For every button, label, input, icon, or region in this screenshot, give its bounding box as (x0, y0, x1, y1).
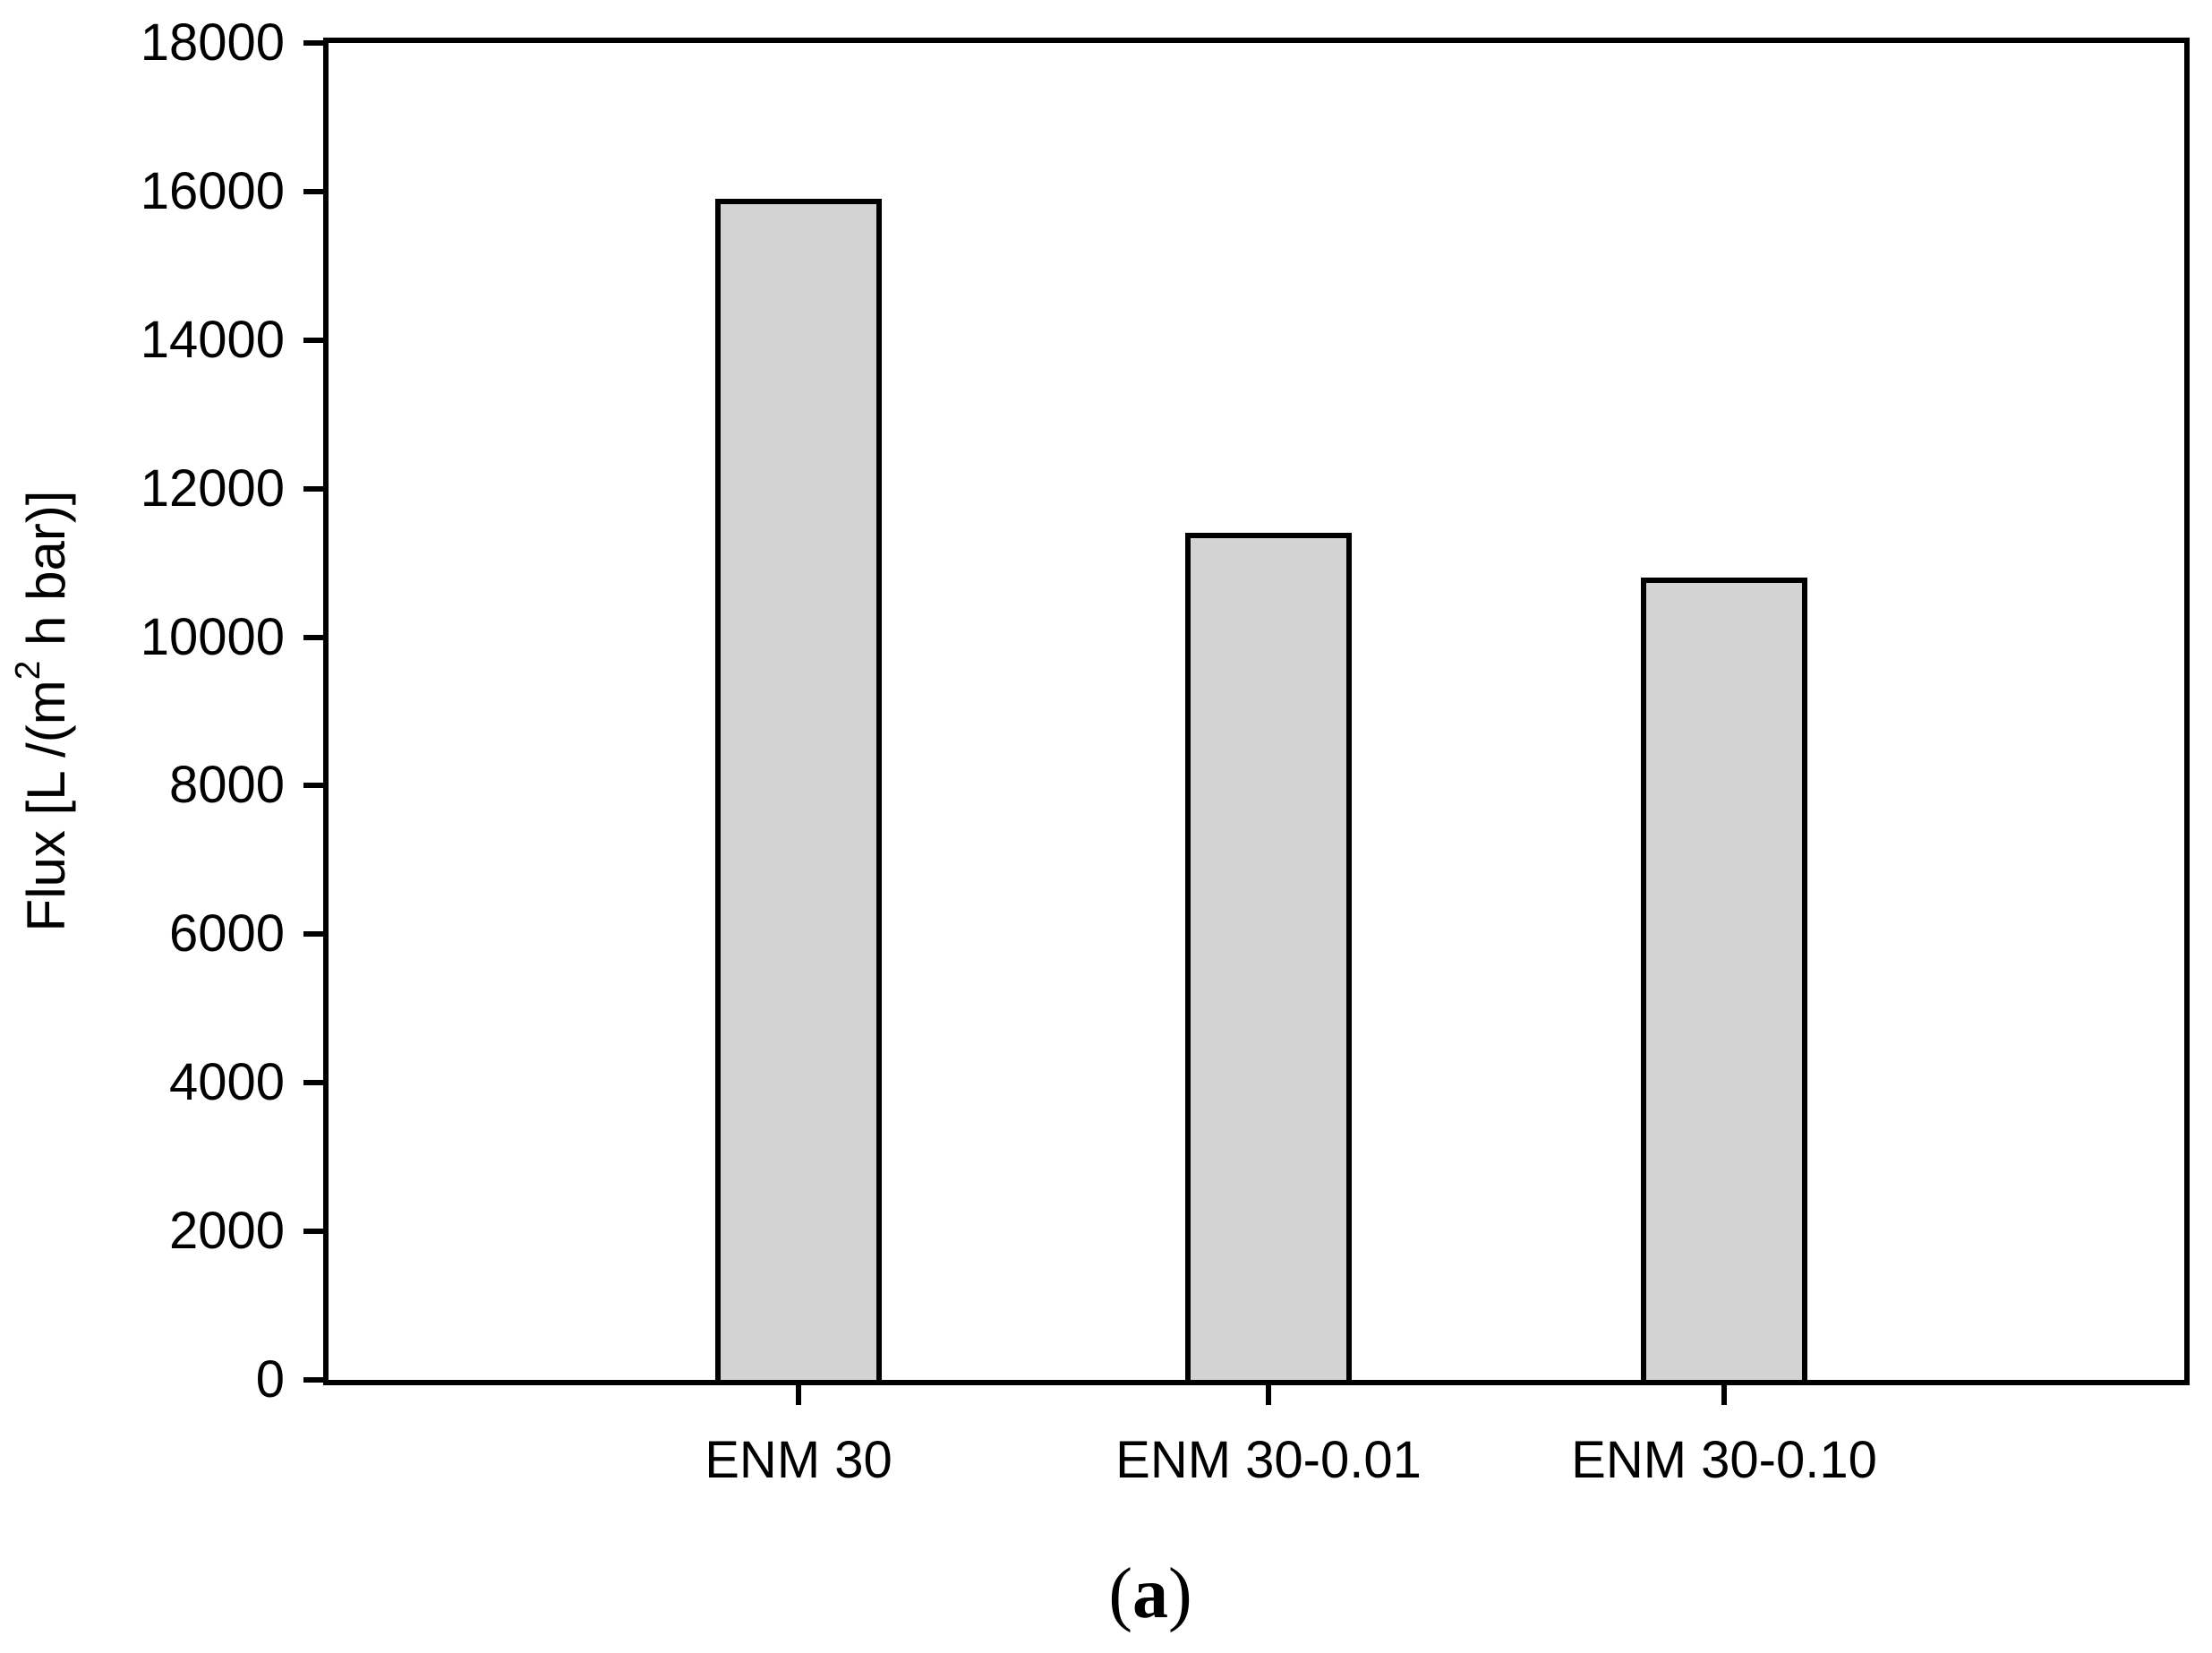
x-category-label: ENM 30 (705, 1431, 892, 1489)
y-axis-tick (303, 1377, 323, 1383)
y-tick-label: 16000 (140, 162, 285, 220)
y-tick-label: 2000 (168, 1202, 285, 1260)
caption-letter: a (1132, 1555, 1168, 1633)
y-tick-label: 8000 (168, 756, 285, 814)
y-axis-title-suffix: h bar)] (16, 490, 76, 661)
y-axis-title: Flux [L /(m2 h bar)] (9, 491, 76, 932)
y-tick-label: 4000 (168, 1053, 285, 1111)
y-axis-title-prefix: Flux [L /(m (16, 680, 76, 932)
bar-enm-30-0-10 (1641, 578, 1807, 1380)
y-axis-tick (303, 1080, 323, 1085)
x-category-label: ENM 30-0.01 (1115, 1431, 1422, 1489)
y-axis-tick (303, 635, 323, 640)
y-axis-title-superscript: 2 (9, 660, 47, 681)
y-axis-tick (303, 189, 323, 194)
y-tick-label: 12000 (140, 459, 285, 518)
x-category-label: ENM 30-0.10 (1571, 1431, 1877, 1489)
y-axis-tick (303, 931, 323, 937)
y-axis-tick (303, 40, 323, 46)
figure-caption: (a) (1108, 1558, 1191, 1630)
caption-close-paren: ) (1168, 1555, 1192, 1633)
y-tick-label: 14000 (140, 311, 285, 369)
x-axis-tick (796, 1385, 801, 1405)
x-axis-tick (1266, 1385, 1271, 1405)
y-tick-label: 0 (255, 1350, 285, 1409)
y-axis-tick (303, 486, 323, 492)
x-axis-tick (1721, 1385, 1727, 1405)
y-axis-tick (303, 783, 323, 788)
y-tick-label: 18000 (140, 13, 285, 72)
y-axis-tick (303, 338, 323, 343)
caption-open-paren: ( (1108, 1555, 1132, 1633)
y-tick-label: 10000 (140, 608, 285, 666)
bar-enm-30 (715, 199, 882, 1380)
bar-enm-30-0-01 (1185, 533, 1352, 1380)
y-tick-label: 6000 (168, 904, 285, 963)
y-axis-tick (303, 1229, 323, 1234)
